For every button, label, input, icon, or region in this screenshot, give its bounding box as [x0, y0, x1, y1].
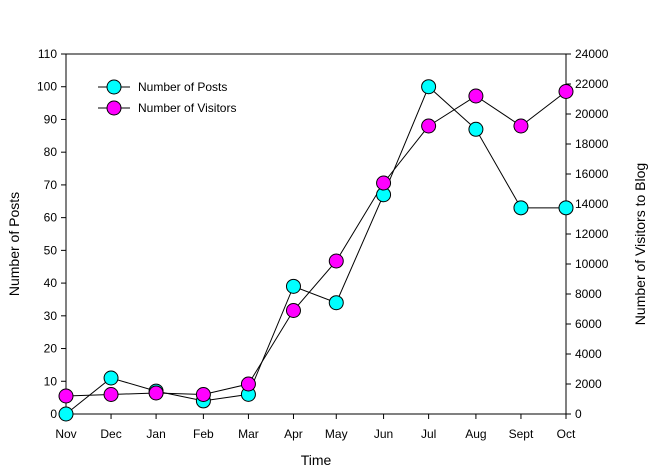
series-2-point: [58, 388, 74, 404]
y2-tick-label: 10000: [575, 257, 609, 271]
series-2-point: [195, 387, 211, 402]
series-points: [58, 79, 574, 422]
y2-tick-label: 8000: [575, 287, 602, 301]
legend-marker: [106, 79, 122, 95]
y-tick-label: 90: [44, 112, 58, 126]
series-1-point: [285, 278, 301, 294]
x-tick-label: Feb: [193, 427, 214, 441]
series-2-point: [376, 175, 392, 191]
y2-tick-label: 20000: [575, 107, 609, 121]
legend-label: Number of Visitors: [138, 101, 236, 115]
y-tick-label: 70: [44, 178, 58, 192]
series-1-point: [421, 79, 437, 95]
x-tick-label: Mar: [238, 427, 259, 441]
series-lines: [65, 85, 567, 415]
x-tick-label: Oct: [557, 427, 576, 441]
series-2-point: [468, 88, 484, 104]
series-line-2: [65, 91, 567, 397]
y-tick-label: 20: [44, 342, 58, 356]
series-1-point: [328, 295, 344, 311]
y2-tick-label: 12000: [575, 227, 609, 241]
y2-tick-label: 16000: [575, 167, 609, 181]
y-tick-label: 60: [44, 211, 58, 225]
y2-tick-label: 18000: [575, 137, 609, 151]
legend-label: Number of Posts: [138, 80, 227, 94]
y-tick-label: 0: [50, 407, 57, 421]
series-2-point: [558, 84, 574, 99]
x-tick-label: Nov: [55, 427, 76, 441]
x-tick-label: Dec: [100, 427, 121, 441]
series-line-1: [65, 85, 566, 415]
y2-tick-label: 0: [575, 407, 582, 421]
y2-tick-label: 6000: [575, 317, 602, 331]
series-1-point: [513, 200, 529, 216]
legend: Number of Posts Number of Visitors: [98, 79, 236, 116]
y2-tick-label: 4000: [575, 347, 602, 361]
series-1-point: [58, 406, 74, 422]
x-tick-label: Aug: [465, 427, 486, 441]
x-tick-label: Sept: [509, 427, 534, 441]
x-tick-label: May: [325, 427, 348, 441]
y2-tick-label: 24000: [575, 47, 609, 61]
y2-tick-label: 14000: [575, 197, 609, 211]
y2-tick-label: 22000: [575, 77, 609, 91]
y-tick-label: 10: [44, 374, 58, 388]
y2-tick-label: 2000: [575, 377, 602, 391]
x-tick-label: Jul: [421, 427, 436, 441]
x-tick-label: Apr: [284, 427, 303, 441]
series-1-point: [558, 200, 574, 216]
y2-axis-title: Number of Visitors to Blog: [632, 163, 648, 325]
y-tick-label: 80: [44, 145, 58, 159]
series-1-point: [103, 370, 119, 386]
series-2-point: [103, 387, 119, 402]
series-1-point: [468, 121, 484, 137]
y-tick-label: 50: [44, 243, 58, 257]
series-2-point: [240, 376, 256, 392]
series-2-point: [328, 253, 344, 269]
y-tick-label: 110: [38, 47, 57, 61]
x-tick-label: Jun: [374, 427, 393, 441]
y-tick-label: 100: [37, 80, 57, 94]
y-axis-title: Number of Posts: [6, 192, 22, 296]
x-axis-title: Time: [301, 452, 332, 468]
series-2-point: [513, 118, 529, 134]
x-tick-label: Jan: [146, 427, 165, 441]
y-tick-label: 30: [44, 309, 58, 323]
y-tick-label: 40: [44, 276, 58, 290]
series-2-point: [421, 118, 437, 134]
ticks-layer: 0 10 20 30 40 50 60 70 80 90 100 110 0 2000 4000 6000 80…: [37, 47, 609, 441]
legend-marker: [106, 100, 122, 116]
series-2-point: [148, 385, 164, 401]
series-2-point: [285, 303, 301, 318]
